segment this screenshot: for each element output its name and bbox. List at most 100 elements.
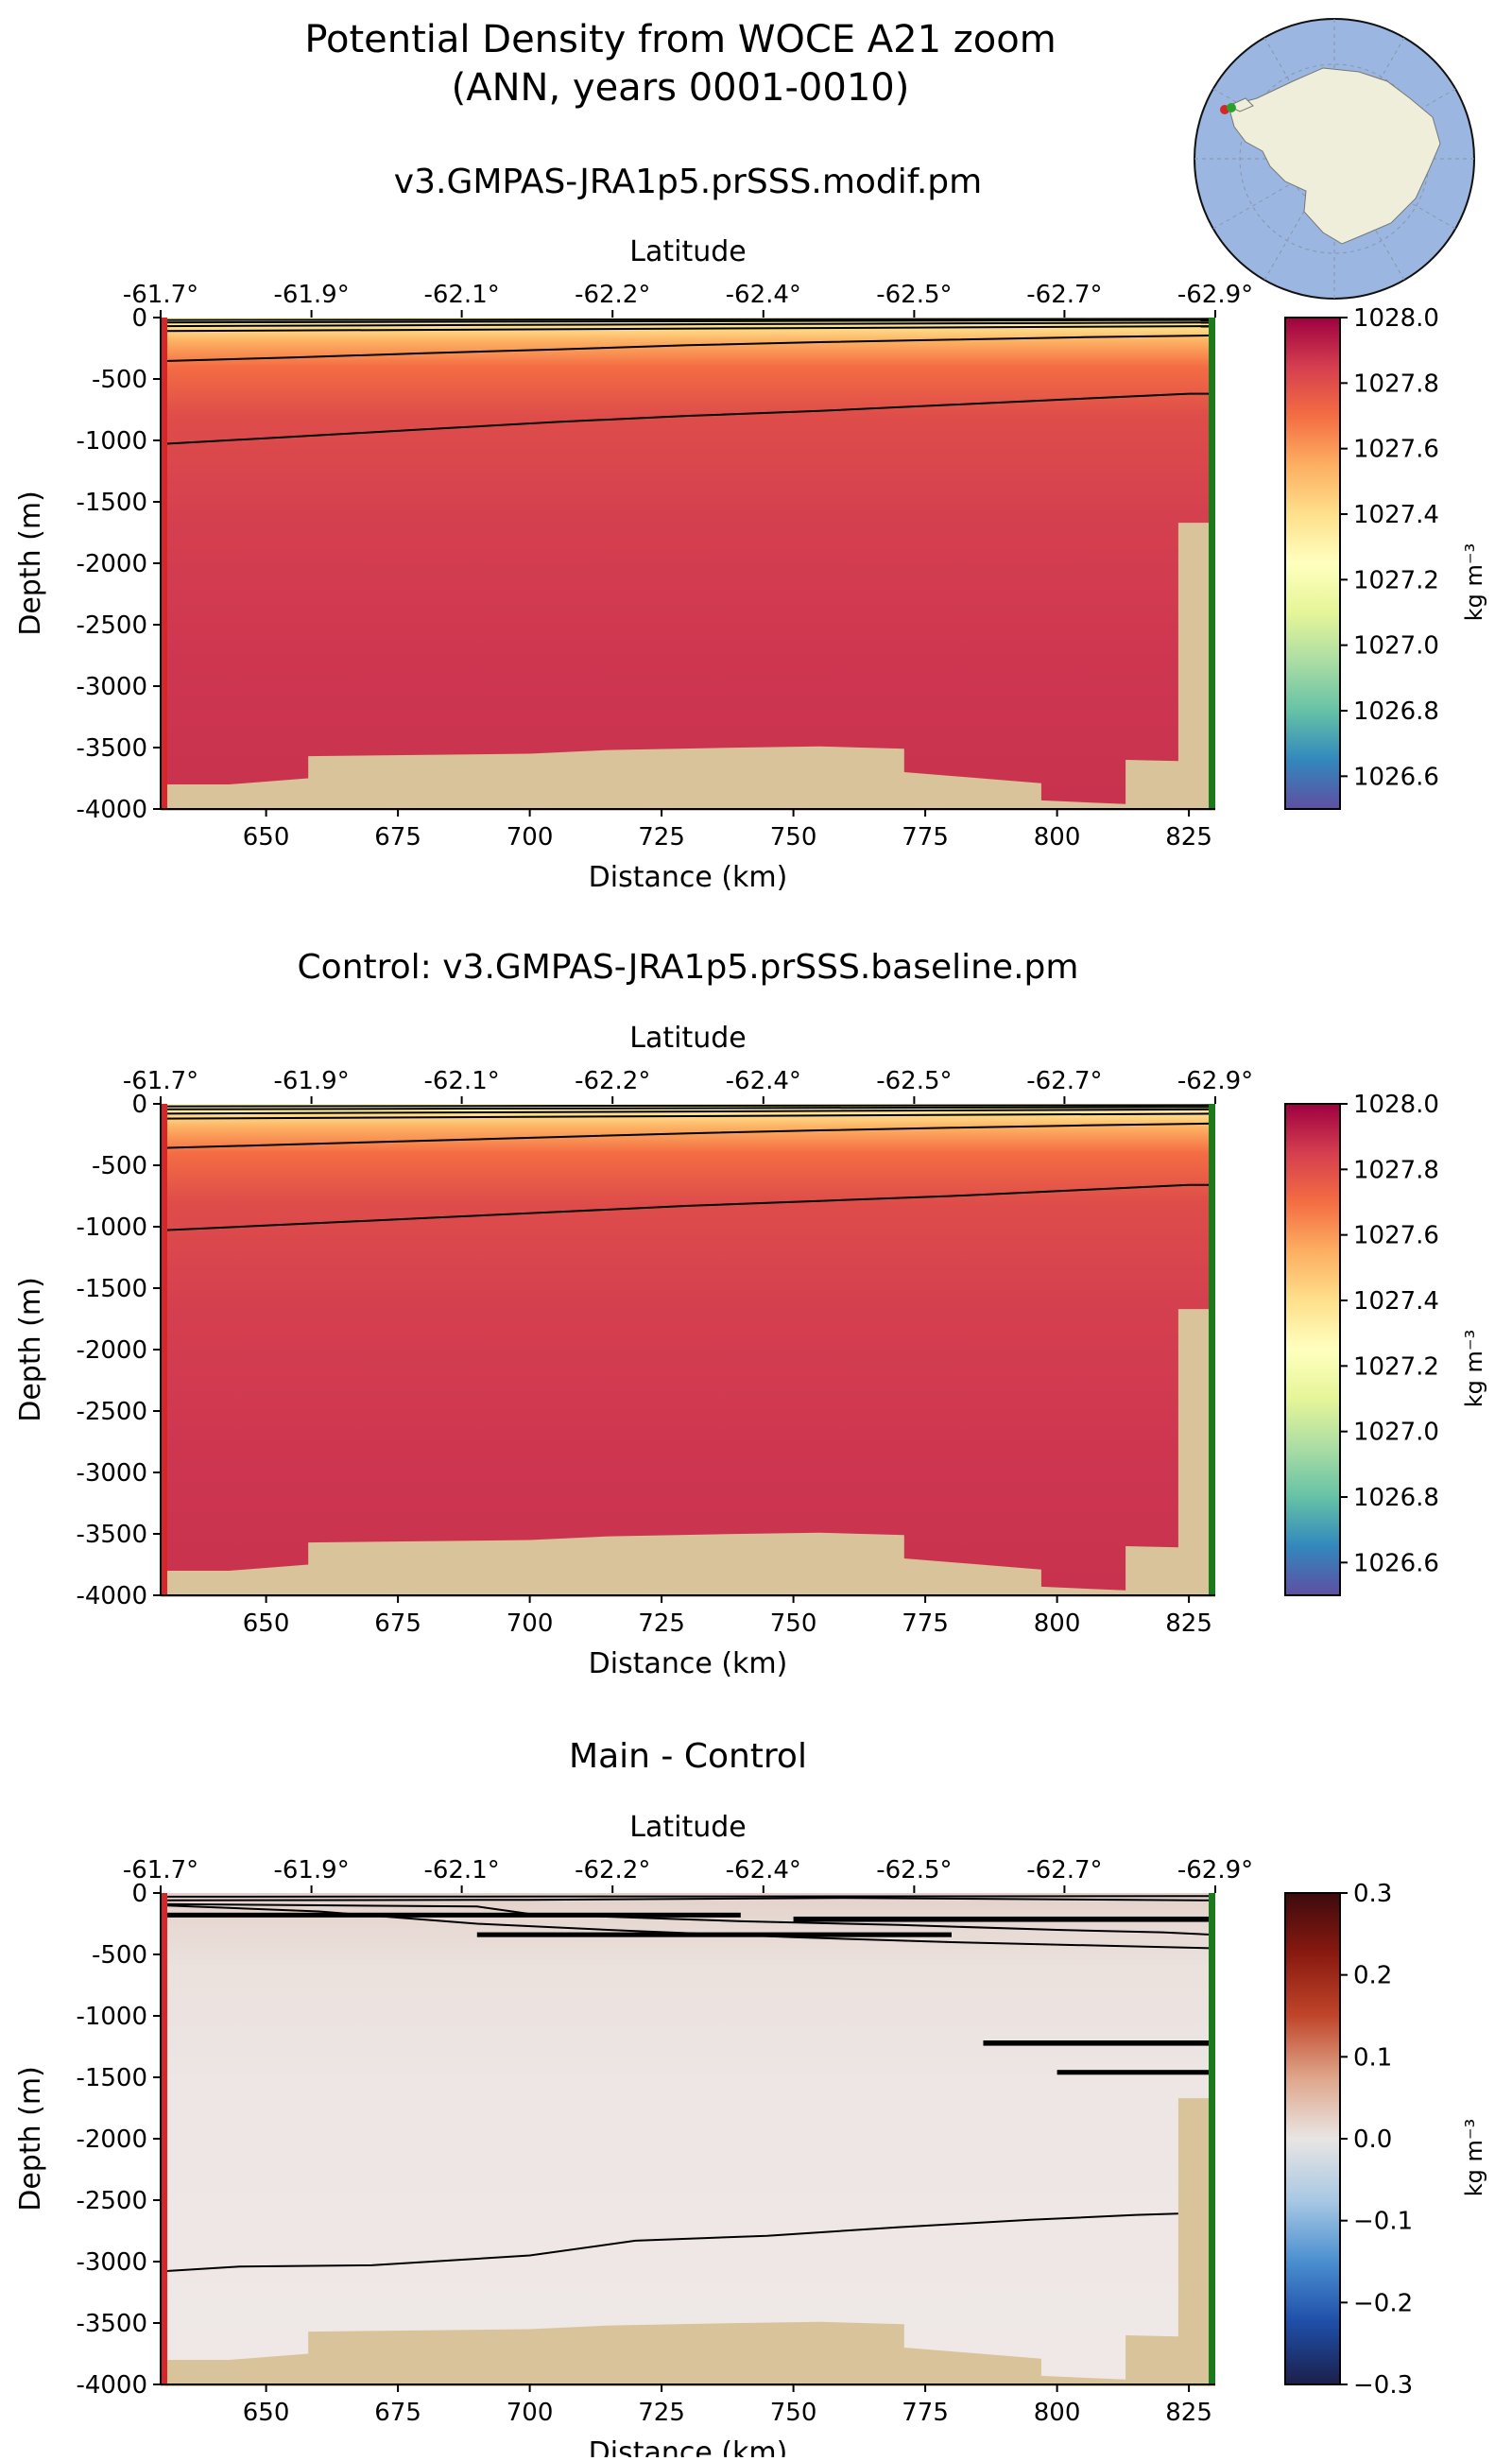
colorbar: [1284, 1892, 1341, 2385]
colorbar-tick-label: 1027.2: [1353, 566, 1439, 594]
y-tick-label: -500: [92, 1152, 147, 1180]
y-tick-label: -1500: [76, 2064, 147, 2092]
colorbar-tick-label: 1027.6: [1353, 436, 1439, 464]
figure-title-line1: Potential Density from WOCE A21 zoom: [304, 18, 1056, 61]
colorbar-tick-label: 1027.2: [1353, 1352, 1439, 1381]
contour-line-5: [160, 1122, 1216, 1149]
y-tick-label: -4000: [76, 2371, 147, 2400]
y-tick-label: -2000: [76, 2125, 147, 2154]
x-tick-label: 675: [374, 1609, 421, 1638]
colorbar-label: kg m⁻³: [1461, 543, 1487, 621]
surface-contour-band-5: [1057, 2070, 1215, 2075]
x-tick-label: 700: [507, 823, 554, 852]
y-tick-label: 0: [131, 304, 147, 333]
density-field: [161, 1893, 1215, 2384]
lat-tick-label: -61.7°: [123, 1067, 198, 1095]
contour-line-3: [160, 1902, 1216, 1936]
colorbar: [1284, 1103, 1341, 1596]
y-tick-label: -3500: [76, 1521, 147, 1549]
chart-panel-3: 0 -500 -1000 -1500 -2000 -2500 -3000 -3500 -4000…: [14, 1737, 1487, 2461]
section-end-bar: [1209, 318, 1215, 809]
lat-tick-label: -62.1°: [423, 281, 499, 309]
x-tick-label: 825: [1165, 2399, 1212, 2427]
y-tick-label: 0: [131, 1091, 147, 1119]
colorbar-tick-label: 1027.4: [1353, 1287, 1439, 1316]
x-tick-label: 725: [638, 2399, 685, 2427]
y-axis-label: Depth (m): [14, 1277, 47, 1422]
x-tick-label: 825: [1165, 1609, 1212, 1638]
x-tick-label: 775: [902, 2399, 949, 2427]
contour-line-4: [160, 1112, 1216, 1120]
charts-container: 0 -500 -1000 -1500 -2000 -2500 -3000 -3500 -4000…: [14, 163, 1487, 2461]
contour-line-4: [160, 325, 1216, 333]
lat-tick-label: -62.5°: [876, 281, 952, 309]
colorbar-tick-label: −0.3: [1353, 2371, 1413, 2400]
x-tick-label: 675: [374, 2399, 421, 2427]
contour-line-3: [160, 1108, 1216, 1115]
colorbar-tick-label: 0.3: [1353, 1880, 1392, 1908]
section-end-bar: [1209, 1893, 1215, 2384]
contour-line-2: [160, 1897, 1216, 1902]
lat-tick-label: -62.7°: [1026, 1067, 1102, 1095]
colorbar-tick-label: 0.0: [1353, 2125, 1392, 2154]
y-tick-label: -3000: [76, 1459, 147, 1488]
x-axis-label: Distance (km): [589, 2436, 788, 2457]
figure-title-line2: (ANN, years 0001-0010): [452, 66, 910, 110]
lat-tick-label: -62.4°: [726, 281, 801, 309]
x-tick-label: 675: [374, 823, 421, 852]
colorbar-tick-label: −0.1: [1353, 2208, 1413, 2236]
x-tick-label: 825: [1165, 823, 1212, 852]
density-field: [161, 1104, 1215, 1595]
lat-tick-label: -62.2°: [575, 1067, 650, 1095]
lat-tick-label: -62.4°: [726, 1067, 801, 1095]
latitude-axis-label: Latitude: [629, 235, 746, 268]
latitude-axis-label: Latitude: [629, 1022, 746, 1055]
lat-tick-label: -62.5°: [876, 1856, 952, 1884]
x-tick-label: 775: [902, 823, 949, 852]
panel-title: Main - Control: [569, 1737, 807, 1776]
colorbar-tick-label: 0.2: [1353, 1962, 1392, 1990]
y-tick-label: -1000: [76, 2003, 147, 2031]
contour-line-1: [160, 1104, 1216, 1108]
lat-tick-label: -62.7°: [1026, 1856, 1102, 1884]
contour-line-2: [160, 318, 1216, 324]
section-start-bar: [161, 1893, 167, 2384]
y-tick-label: -3000: [76, 673, 147, 701]
lat-tick-label: -61.7°: [123, 1856, 198, 1884]
lat-tick-label: -62.4°: [726, 1856, 801, 1884]
density-field: [161, 318, 1215, 809]
colorbar-tick-label: 1027.6: [1353, 1222, 1439, 1250]
lat-tick-label: -62.2°: [575, 281, 650, 309]
y-tick-label: -1000: [76, 1213, 147, 1242]
colorbar: [1284, 317, 1341, 810]
section-start-bar: [161, 318, 167, 809]
latitude-axis-label: Latitude: [629, 1811, 746, 1844]
colorbar-label: kg m⁻³: [1461, 1330, 1487, 1407]
x-tick-label: 700: [507, 2399, 554, 2427]
contour-line-3: [160, 321, 1216, 328]
inset-locator-map: [1194, 18, 1475, 300]
colorbar-tick-label: 1026.8: [1353, 1484, 1439, 1512]
lat-tick-label: -62.9°: [1177, 1856, 1253, 1884]
colorbar-tick-label: 1028.0: [1353, 1091, 1439, 1119]
inset-section-end-marker: [1227, 103, 1236, 112]
y-tick-label: -3000: [76, 2248, 147, 2277]
contour-line-6: [160, 392, 1215, 445]
lat-tick-label: -62.2°: [575, 1856, 650, 1884]
y-tick-label: -1500: [76, 1275, 147, 1303]
x-tick-label: 800: [1034, 2399, 1081, 2427]
colorbar-tick-label: 1027.8: [1353, 370, 1439, 398]
y-tick-label: -4000: [76, 796, 147, 824]
lat-tick-label: -62.7°: [1026, 281, 1102, 309]
lat-tick-label: -62.9°: [1177, 1067, 1253, 1095]
x-tick-label: 725: [638, 823, 685, 852]
colorbar-tick-label: 1027.0: [1353, 1419, 1439, 1447]
lat-tick-label: -62.5°: [876, 1067, 952, 1095]
y-tick-label: -1000: [76, 427, 147, 456]
x-axis-label: Distance (km): [589, 861, 788, 894]
y-tick-label: -4000: [76, 1582, 147, 1610]
inset-antarctica-land: [1228, 67, 1441, 245]
colorbar-tick-label: 1027.4: [1353, 501, 1439, 529]
lat-tick-label: -62.9°: [1177, 281, 1253, 309]
x-tick-label: 700: [507, 1609, 554, 1638]
